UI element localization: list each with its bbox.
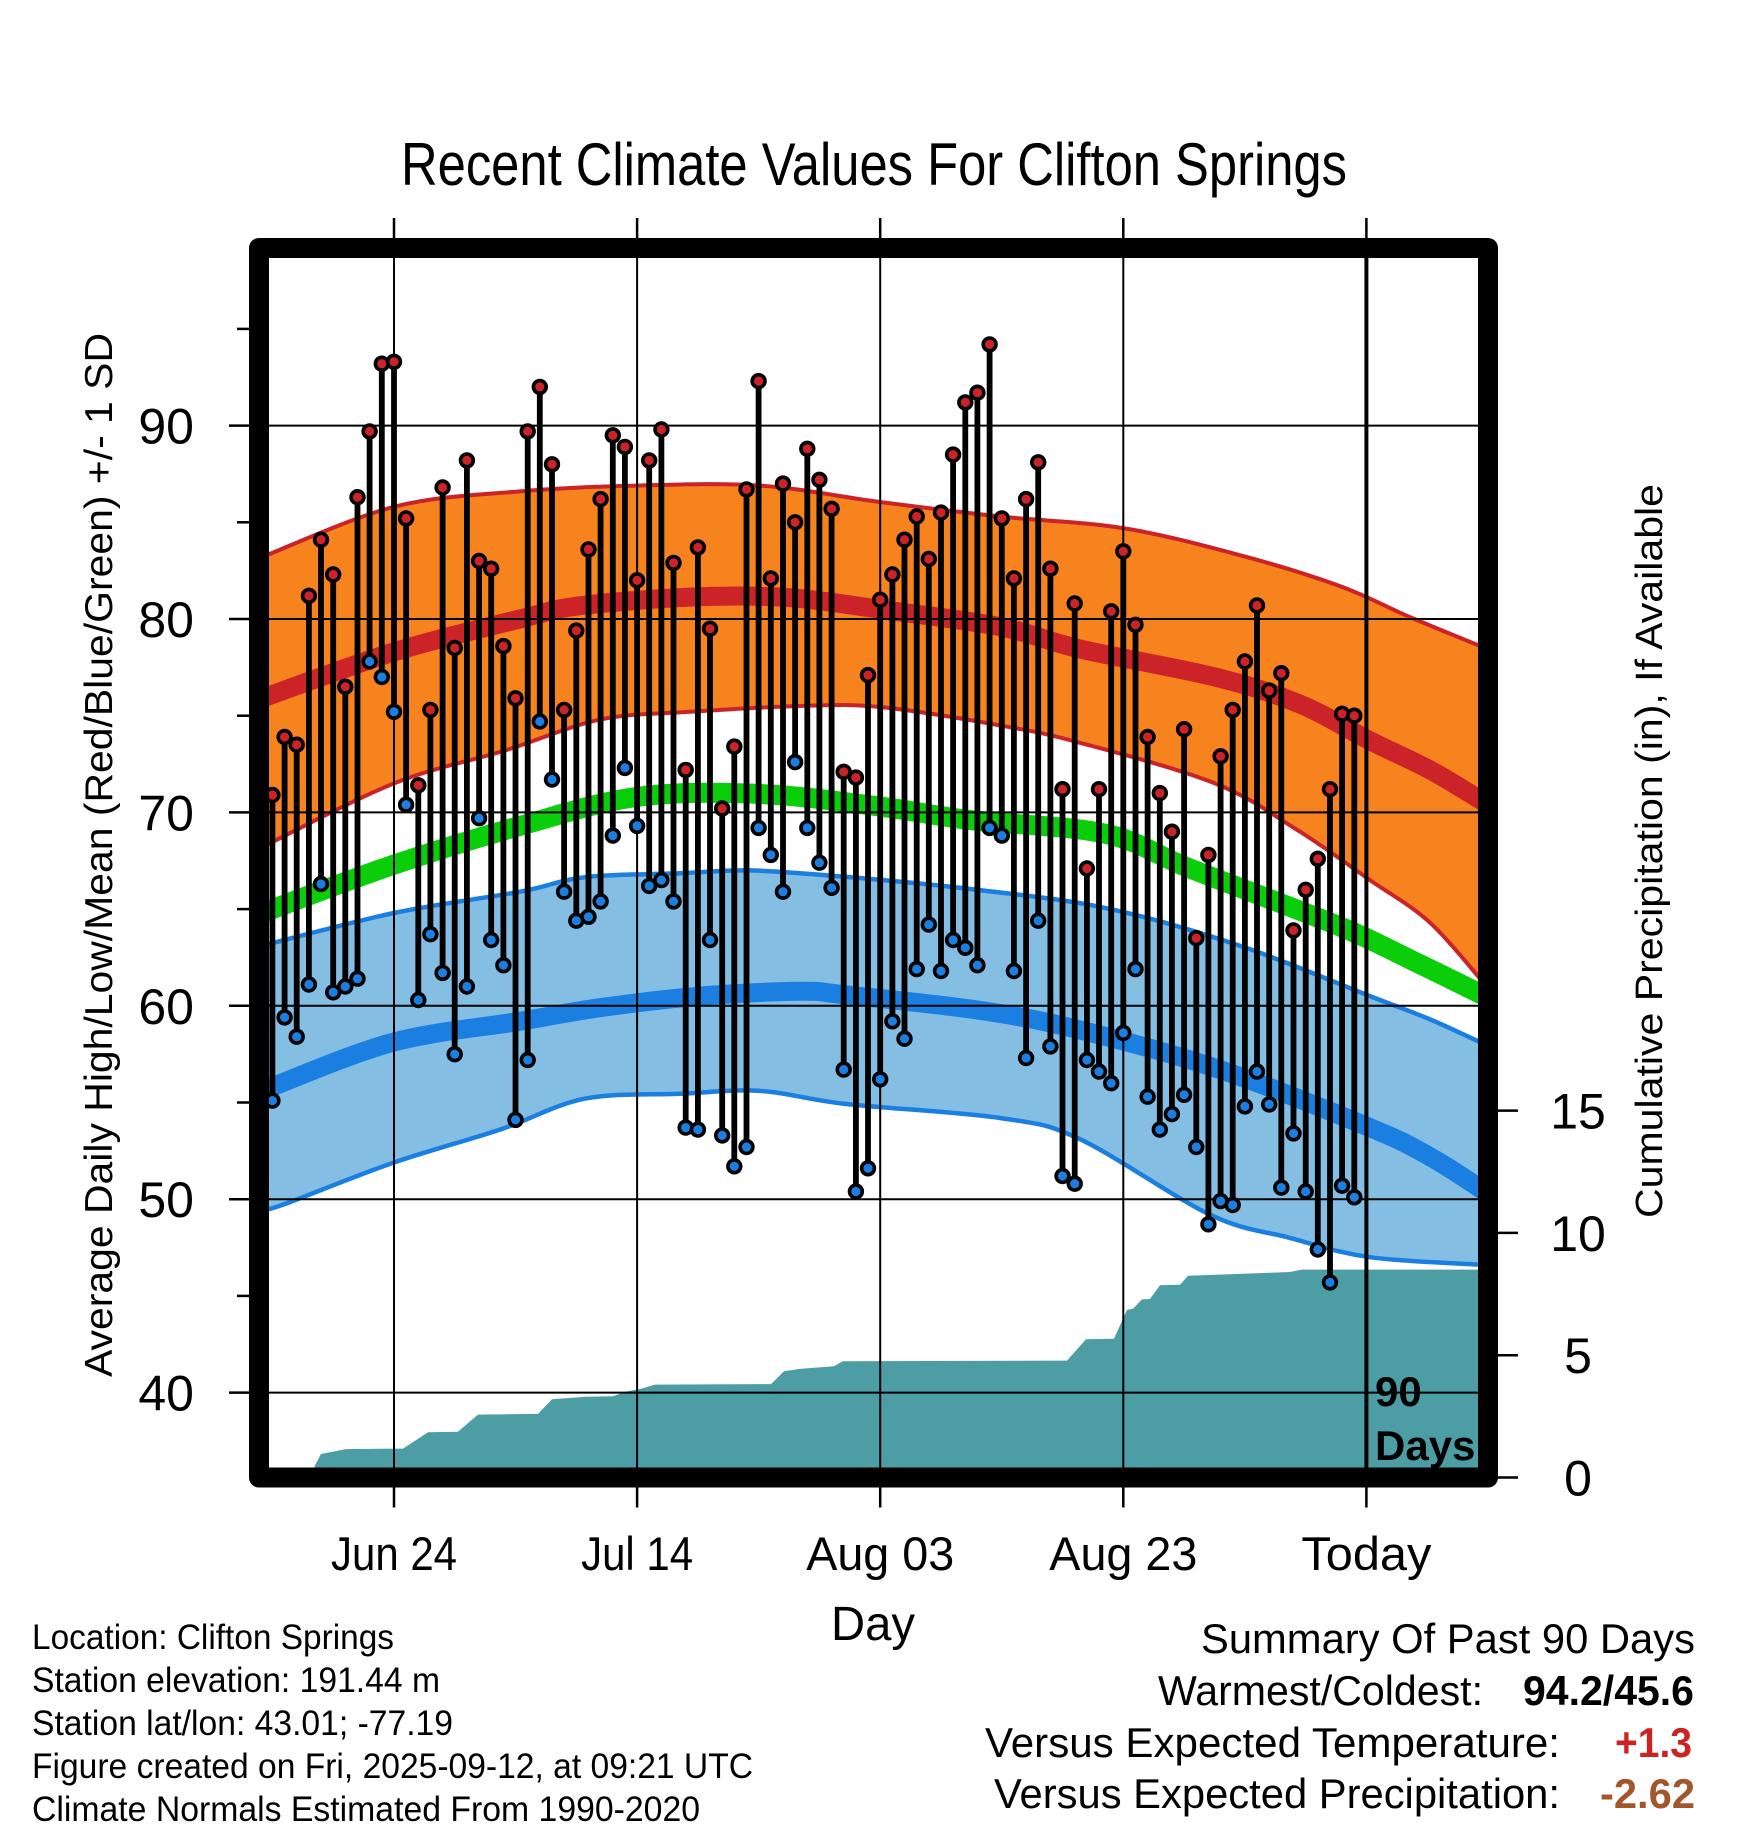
svg-text:40: 40	[138, 1366, 194, 1422]
svg-text:70: 70	[138, 785, 194, 841]
svg-text:Station lat/lon: 43.01; -77.19: Station lat/lon: 43.01; -77.19	[32, 1704, 453, 1743]
svg-text:Aug 23: Aug 23	[1049, 1527, 1197, 1580]
svg-text:Warmest/Coldest:: Warmest/Coldest:	[1158, 1667, 1483, 1714]
svg-text:90: 90	[138, 399, 194, 455]
svg-text:10: 10	[1550, 1206, 1606, 1262]
svg-text:80: 80	[138, 592, 194, 648]
svg-text:Versus Expected Temperature:: Versus Expected Temperature:	[985, 1719, 1560, 1766]
svg-text:Location: Clifton Springs: Location: Clifton Springs	[32, 1618, 394, 1657]
svg-text:Figure created on Fri, 2025-09: Figure created on Fri, 2025-09-12, at 09…	[32, 1747, 753, 1786]
svg-text:Versus Expected Precipitation:: Versus Expected Precipitation:	[994, 1770, 1560, 1817]
svg-text:Jun 24: Jun 24	[331, 1527, 457, 1580]
svg-text:60: 60	[138, 979, 194, 1035]
svg-text:Climate Normals Estimated From: Climate Normals Estimated From 1990-2020	[32, 1790, 700, 1828]
svg-text:+1.3: +1.3	[1615, 1719, 1692, 1766]
svg-text:Cumulative Precipitation (in),: Cumulative Precipitation (in), If Availa…	[1629, 484, 1671, 1218]
svg-text:0: 0	[1564, 1451, 1592, 1507]
svg-text:Today: Today	[1301, 1527, 1432, 1580]
svg-text:Station elevation: 191.44 m: Station elevation: 191.44 m	[32, 1661, 440, 1700]
svg-text:Days: Days	[1375, 1422, 1475, 1469]
svg-text:-2.62: -2.62	[1600, 1770, 1695, 1817]
svg-text:Average Daily High/Low/Mean (R: Average Daily High/Low/Mean (Red/Blue/Gr…	[78, 333, 121, 1377]
svg-text:90: 90	[1375, 1368, 1422, 1415]
svg-text:Day: Day	[831, 1598, 915, 1651]
svg-text:5: 5	[1564, 1328, 1592, 1384]
svg-text:Recent Climate Values For Clif: Recent Climate Values For Clifton Spring…	[401, 131, 1347, 198]
svg-text:Jul 14: Jul 14	[581, 1527, 693, 1580]
svg-text:Summary Of Past 90 Days: Summary Of Past 90 Days	[1201, 1615, 1695, 1662]
svg-text:50: 50	[138, 1172, 194, 1228]
svg-text:15: 15	[1550, 1084, 1606, 1140]
svg-text:94.2/45.6: 94.2/45.6	[1523, 1667, 1694, 1714]
svg-text:Aug 03: Aug 03	[806, 1527, 954, 1580]
